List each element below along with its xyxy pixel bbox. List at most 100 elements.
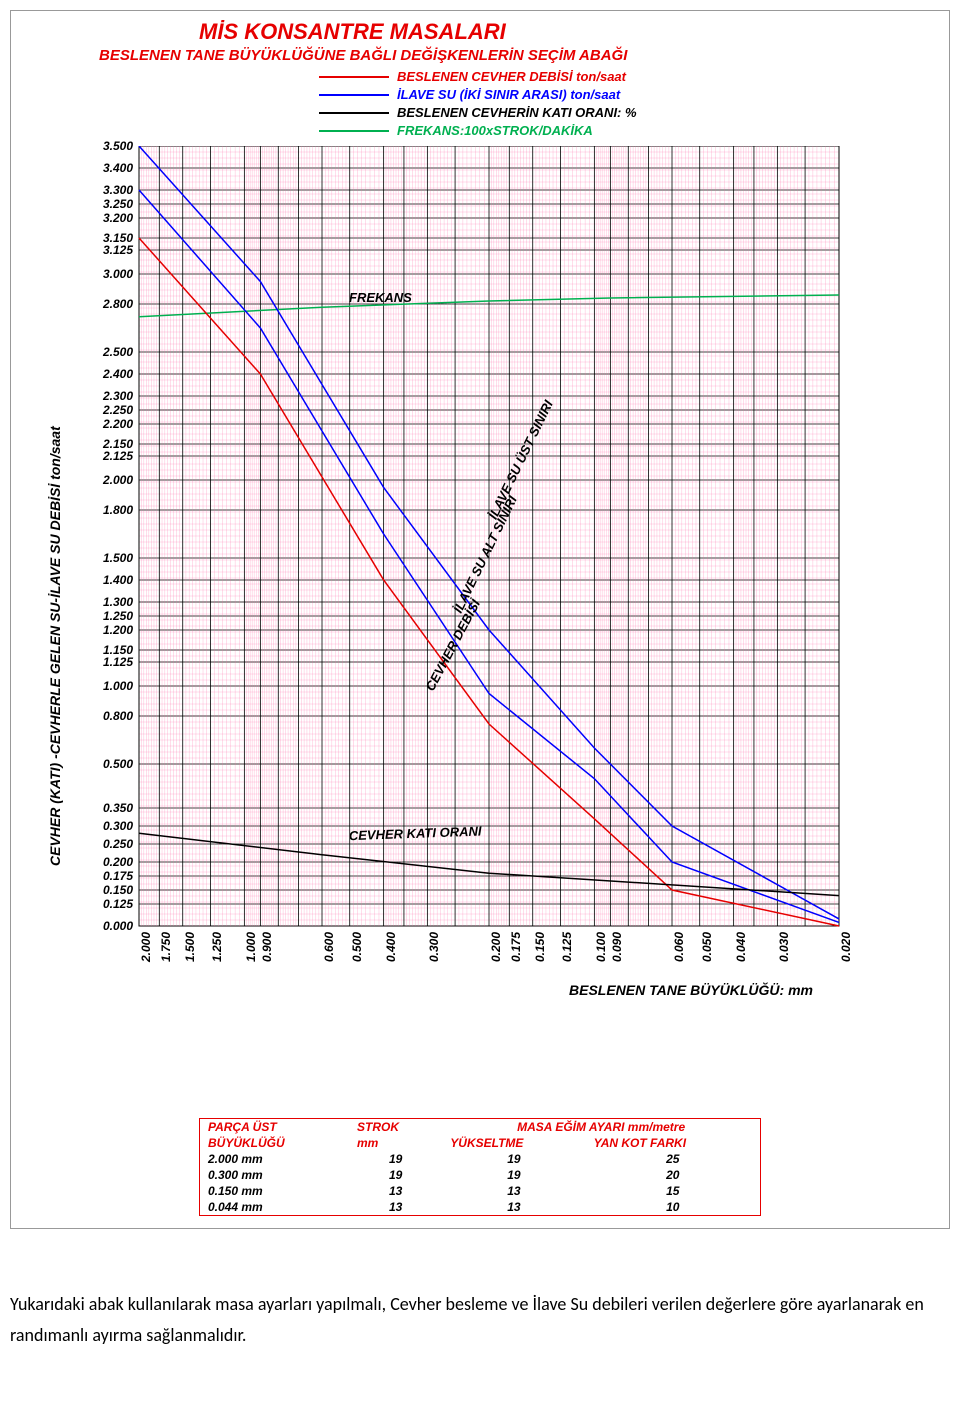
x-tick-label: 1.500 (183, 932, 197, 978)
x-tick-label: 1.250 (210, 932, 224, 978)
y-tick-label: 3.500 (87, 139, 133, 153)
x-tick-label: 0.150 (533, 932, 547, 978)
y-tick-label: 1.250 (87, 609, 133, 623)
legend-label: İLAVE SU (İKİ SINIR ARASI) ton/saat (397, 86, 620, 104)
legend-item: FREKANS:100xSTROK/DAKİKA (319, 122, 941, 140)
chart-title-main: MİS KONSANTRE MASALARI (199, 19, 941, 45)
legend-label: FREKANS:100xSTROK/DAKİKA (397, 122, 593, 140)
table-cell: 13 (349, 1199, 442, 1215)
x-tick-label: 0.020 (839, 932, 853, 978)
y-tick-label: 0.350 (87, 801, 133, 815)
x-tick-label: 0.100 (594, 932, 608, 978)
legend-line (319, 130, 389, 132)
y-tick-label: 2.200 (87, 417, 133, 431)
chart-area: CEVHER (KATI) -CEVHERLE GELEN SU-İLAVE S… (39, 146, 941, 1046)
legend-line (319, 94, 389, 96)
y-tick-label: 1.300 (87, 595, 133, 609)
y-tick-label: 0.300 (87, 819, 133, 833)
x-tick-label: 2.000 (139, 932, 153, 978)
x-tick-label: 0.400 (384, 932, 398, 978)
table-row: 0.150 mm131315 (200, 1183, 760, 1199)
legend-item: BESLENEN CEVHER DEBİSİ ton/saat (319, 68, 941, 86)
y-tick-label: 2.400 (87, 367, 133, 381)
y-tick-label: 1.000 (87, 679, 133, 693)
table-header-size2: BÜYÜKLÜĞÜ (200, 1135, 349, 1151)
y-tick-label: 0.250 (87, 837, 133, 851)
legend-line (319, 112, 389, 114)
table-cell: 0.150 mm (200, 1183, 349, 1199)
y-tick-label: 2.000 (87, 473, 133, 487)
caption-text: Yukarıdaki abak kullanılarak masa ayarla… (10, 1289, 950, 1350)
y-tick-label: 3.200 (87, 211, 133, 225)
chart-frame: MİS KONSANTRE MASALARI BESLENEN TANE BÜY… (10, 10, 950, 1229)
x-tick-label: 1.750 (159, 932, 173, 978)
table-header-strok2: mm (349, 1135, 442, 1151)
settings-table: PARÇA ÜST STROK MASA EĞİM AYARI mm/metre… (199, 1118, 761, 1216)
table-cell: 19 (442, 1167, 585, 1183)
y-tick-label: 3.400 (87, 161, 133, 175)
table-cell: 19 (442, 1151, 585, 1167)
table-cell: 13 (349, 1183, 442, 1199)
y-tick-label: 2.500 (87, 345, 133, 359)
chart-plot: FREKANSİLAVE SU ÜST SINIRIİLAVE SU ALT S… (39, 146, 859, 946)
x-tick-label: 0.050 (700, 932, 714, 978)
y-tick-label: 0.150 (87, 883, 133, 897)
y-tick-label: 1.200 (87, 623, 133, 637)
x-tick-label: 0.030 (777, 932, 791, 978)
table-cell: 15 (586, 1183, 760, 1199)
table-cell: 2.000 mm (200, 1151, 349, 1167)
x-tick-label: 0.060 (672, 932, 686, 978)
y-tick-label: 3.000 (87, 267, 133, 281)
legend-label: BESLENEN CEVHERİN KATI ORANI: % (397, 104, 637, 122)
table-header-egim: MASA EĞİM AYARI mm/metre (442, 1119, 760, 1135)
y-tick-label: 1.800 (87, 503, 133, 517)
x-tick-label: 0.500 (350, 932, 364, 978)
y-tick-label: 0.125 (87, 897, 133, 911)
y-tick-label: 1.500 (87, 551, 133, 565)
y-tick-label: 1.125 (87, 655, 133, 669)
x-tick-label: 0.090 (610, 932, 624, 978)
table-cell: 13 (442, 1199, 585, 1215)
x-tick-label: 0.600 (322, 932, 336, 978)
x-tick-label: 0.040 (734, 932, 748, 978)
y-tick-label: 2.250 (87, 403, 133, 417)
table-row: 0.300 mm191920 (200, 1167, 760, 1183)
svg-text:FREKANS: FREKANS (349, 290, 412, 305)
y-tick-label: 2.300 (87, 389, 133, 403)
x-tick-label: 1.000 (244, 932, 258, 978)
table-row: 2.000 mm191925 (200, 1151, 760, 1167)
legend-item: İLAVE SU (İKİ SINIR ARASI) ton/saat (319, 86, 941, 104)
y-tick-label: 2.125 (87, 449, 133, 463)
table-header-yuk: YÜKSELTME (442, 1135, 585, 1151)
table-row: 0.044 mm131310 (200, 1199, 760, 1215)
table-cell: 19 (349, 1167, 442, 1183)
x-axis-label: BESLENEN TANE BÜYÜKLÜĞÜ: mm (569, 982, 813, 998)
y-tick-label: 3.125 (87, 243, 133, 257)
table-cell: 0.300 mm (200, 1167, 349, 1183)
x-tick-label: 0.300 (427, 932, 441, 978)
x-tick-label: 0.200 (489, 932, 503, 978)
x-tick-label: 0.125 (560, 932, 574, 978)
table-header-strok: STROK (349, 1119, 442, 1135)
chart-title-sub: BESLENEN TANE BÜYÜKLÜĞÜNE BAĞLI DEĞİŞKEN… (99, 47, 941, 64)
y-tick-label: 0.000 (87, 919, 133, 933)
table-cell: 19 (349, 1151, 442, 1167)
y-tick-label: 3.250 (87, 197, 133, 211)
y-tick-label: 3.300 (87, 183, 133, 197)
table-cell: 20 (586, 1167, 760, 1183)
x-tick-label: 0.175 (509, 932, 523, 978)
table-header-yan: YAN KOT FARKI (586, 1135, 760, 1151)
table-cell: 25 (586, 1151, 760, 1167)
legend-item: BESLENEN CEVHERİN KATI ORANI: % (319, 104, 941, 122)
x-tick-label: 0.900 (260, 932, 274, 978)
legend-line (319, 76, 389, 78)
table-header-size: PARÇA ÜST (200, 1119, 349, 1135)
y-tick-label: 1.400 (87, 573, 133, 587)
y-tick-label: 0.175 (87, 869, 133, 883)
legend-label: BESLENEN CEVHER DEBİSİ ton/saat (397, 68, 626, 86)
chart-legend: BESLENEN CEVHER DEBİSİ ton/saatİLAVE SU … (319, 68, 941, 140)
y-tick-label: 0.800 (87, 709, 133, 723)
y-tick-label: 0.500 (87, 757, 133, 771)
table-cell: 0.044 mm (200, 1199, 349, 1215)
y-tick-label: 2.800 (87, 297, 133, 311)
